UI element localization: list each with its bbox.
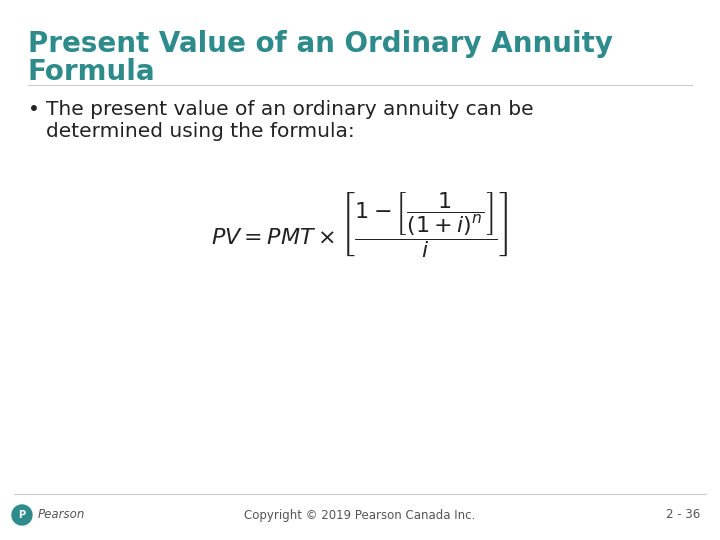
Text: The present value of an ordinary annuity can be: The present value of an ordinary annuity… [46,100,534,119]
Text: P: P [19,510,26,520]
Text: determined using the formula:: determined using the formula: [46,122,355,141]
Text: 2 - 36: 2 - 36 [666,509,700,522]
Text: Pearson: Pearson [38,509,86,522]
Text: •: • [28,100,40,119]
Circle shape [12,505,32,525]
Text: Formula: Formula [28,58,156,86]
Text: Copyright © 2019 Pearson Canada Inc.: Copyright © 2019 Pearson Canada Inc. [244,509,476,522]
Text: Present Value of an Ordinary Annuity: Present Value of an Ordinary Annuity [28,30,613,58]
Text: $PV = PMT \times \left[\dfrac{1 - \left[\dfrac{1}{(1+i)^{n}}\right]}{i}\right]$: $PV = PMT \times \left[\dfrac{1 - \left[… [212,190,508,260]
